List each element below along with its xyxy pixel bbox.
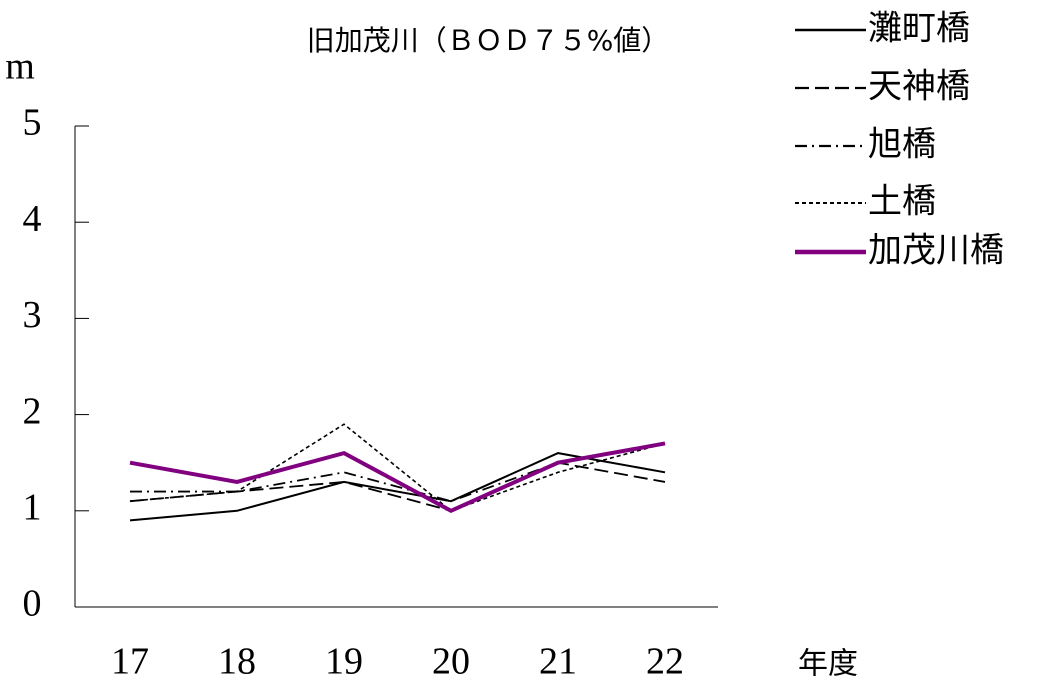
y-tick-label: 3 (23, 294, 42, 336)
x-axis-label: 年度 (798, 647, 858, 682)
y-axis-label: m (5, 46, 35, 88)
x-tick-label: 21 (539, 641, 577, 683)
y-tick-label: 5 (23, 102, 42, 144)
legend-label: 天神橋 (868, 67, 970, 107)
x-tick-label: 22 (646, 641, 684, 683)
x-tick-label: 18 (218, 641, 256, 683)
y-tick-label: 0 (23, 583, 42, 625)
y-tick-label: 4 (23, 198, 42, 240)
series-line (129, 441, 666, 514)
legend-label: 灘町橋 (868, 9, 970, 49)
x-tick-label: 19 (325, 641, 363, 683)
chart-title: 旧加茂川（ＢＯＤ７５%値） (307, 24, 670, 57)
legend-label: 土橋 (868, 182, 936, 222)
y-tick-label: 2 (23, 390, 42, 432)
series-line (129, 461, 666, 512)
x-tick-label: 17 (111, 641, 149, 683)
series-line (129, 452, 666, 522)
series-line (129, 423, 666, 512)
y-tick-label: 1 (23, 487, 42, 529)
legend-label: 加茂川橋 (868, 231, 1004, 271)
x-tick-label: 20 (432, 641, 470, 683)
legend-label: 旭橋 (868, 125, 936, 165)
